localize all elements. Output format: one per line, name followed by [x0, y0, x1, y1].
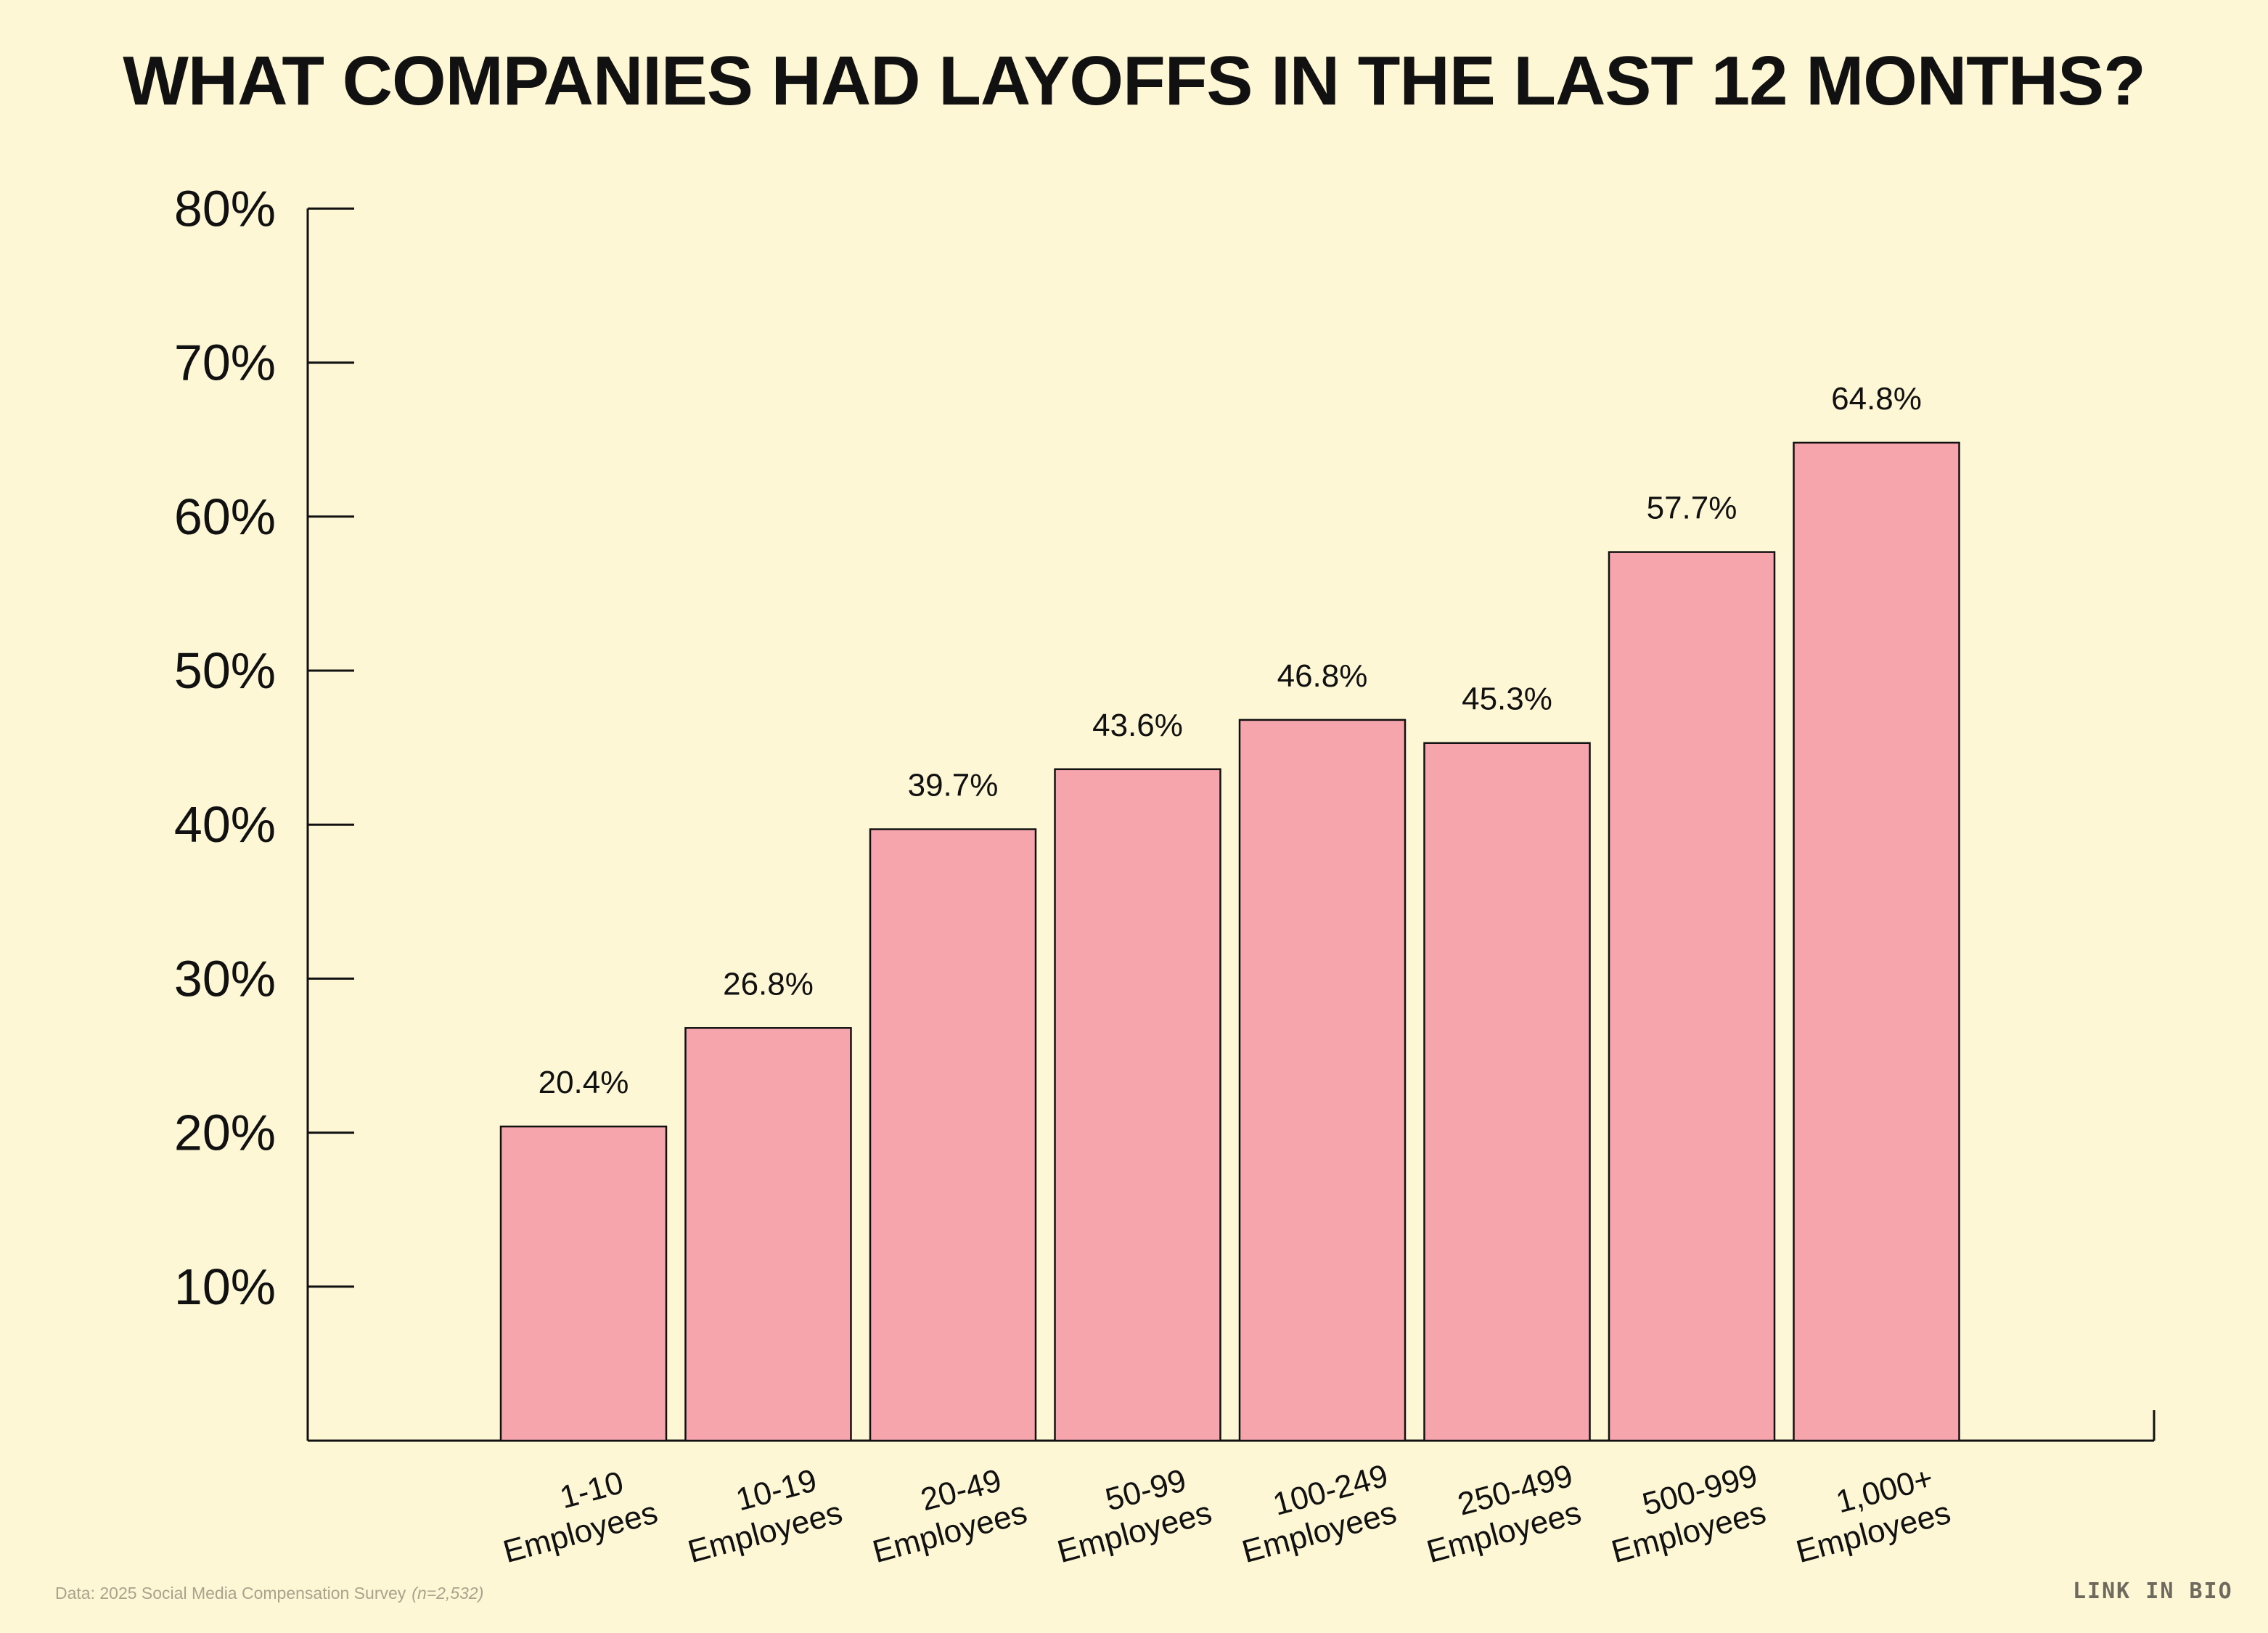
bar: [1423, 742, 1591, 1442]
bar: [1238, 719, 1407, 1442]
bar: [1608, 551, 1776, 1442]
y-tick-label: 30%: [174, 950, 276, 1007]
bar-value-label: 20.4%: [539, 1065, 629, 1100]
bar: [869, 828, 1037, 1442]
brand-logo: LINK IN BIO: [2073, 1579, 2233, 1604]
bar-value-label: 39.7%: [908, 768, 999, 803]
y-tick-label: 50%: [174, 642, 276, 699]
bar: [1793, 441, 1960, 1442]
chart-title: WHAT COMPANIES HAD LAYOFFS IN THE LAST 1…: [123, 42, 2146, 120]
y-tick-label: 60%: [174, 488, 276, 545]
y-tick-label: 40%: [174, 796, 276, 853]
bar: [684, 1027, 852, 1442]
bar-value-label: 43.6%: [1092, 708, 1183, 743]
y-tick-label: 70%: [174, 335, 276, 391]
y-tick-label: 10%: [174, 1258, 276, 1315]
bar-value-label: 26.8%: [723, 966, 814, 1002]
bar-value-label: 64.8%: [1831, 381, 1922, 417]
sample-size-text: (n=2,532): [412, 1584, 484, 1603]
bar: [499, 1125, 668, 1442]
y-tick-label: 80%: [174, 180, 276, 237]
bar: [1054, 768, 1221, 1442]
bar-value-label: 45.3%: [1462, 682, 1552, 717]
data-source-note: Data: 2025 Social Media Compensation Sur…: [55, 1584, 483, 1603]
bar-value-label: 46.8%: [1277, 658, 1368, 694]
y-tick-label: 20%: [174, 1105, 276, 1161]
data-source-text: Data: 2025 Social Media Compensation Sur…: [55, 1584, 406, 1603]
bar-value-label: 57.7%: [1647, 491, 1737, 526]
x-tick-label: 1,000+Employees: [1793, 1460, 1954, 1570]
